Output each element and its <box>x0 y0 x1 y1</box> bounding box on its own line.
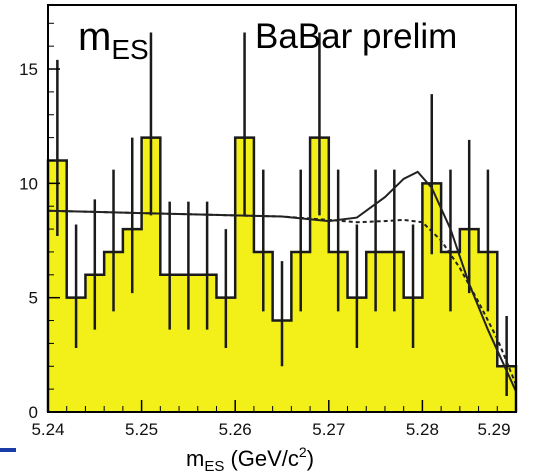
total-fit-curve <box>47 170 517 392</box>
x-tick-label: 5.27 <box>312 420 345 439</box>
histogram-bars <box>46 136 518 412</box>
y-tick-label: 15 <box>19 60 38 79</box>
x-axis-ticks: 5.24 5.25 5.26 5.27 5.28 5.29 <box>31 400 517 439</box>
plot-frame <box>47 4 517 413</box>
y-tick-label: 0 <box>29 403 38 422</box>
histogram-bar <box>66 297 86 412</box>
histogram-bar <box>403 297 423 412</box>
histogram-bar <box>441 251 461 412</box>
y-axis-ticks: 0 5 10 15 <box>19 22 60 422</box>
histogram-bar <box>366 251 386 412</box>
histogram-outline <box>46 136 518 412</box>
histogram-bar <box>422 183 442 412</box>
histogram-bar <box>310 137 330 412</box>
histogram-bar <box>85 274 105 412</box>
y-tick-label: 10 <box>19 174 38 193</box>
plot-title-left: mES <box>78 15 149 65</box>
histogram-bar <box>235 137 255 412</box>
histogram-bar <box>141 137 161 412</box>
histogram-bar <box>104 251 124 412</box>
error-bars <box>56 32 508 396</box>
histogram-bar <box>384 251 405 412</box>
plot-title-right: BaBar prelim <box>255 17 457 56</box>
histogram-bar <box>179 274 199 412</box>
histogram-bar <box>197 274 217 412</box>
background-fit-curve <box>47 209 517 385</box>
x-tick-label: 5.28 <box>406 420 439 439</box>
histogram-bar <box>216 297 236 412</box>
histogram-bar <box>291 251 311 412</box>
x-tick-label: 5.25 <box>125 420 158 439</box>
x-tick-label: 5.29 <box>477 420 510 439</box>
corner-marker <box>0 448 16 452</box>
y-tick-label: 5 <box>29 289 38 308</box>
histogram-bar <box>48 160 68 412</box>
histogram-bar <box>160 274 180 412</box>
histogram-bar <box>253 251 274 412</box>
x-tick-label: 5.24 <box>31 420 64 439</box>
histogram-bar <box>347 297 367 412</box>
x-tick-label: 5.26 <box>219 420 252 439</box>
histogram-bar <box>328 251 349 412</box>
histogram-bar <box>122 229 143 412</box>
x-axis-label: mES (GeV/c2) <box>186 444 314 472</box>
